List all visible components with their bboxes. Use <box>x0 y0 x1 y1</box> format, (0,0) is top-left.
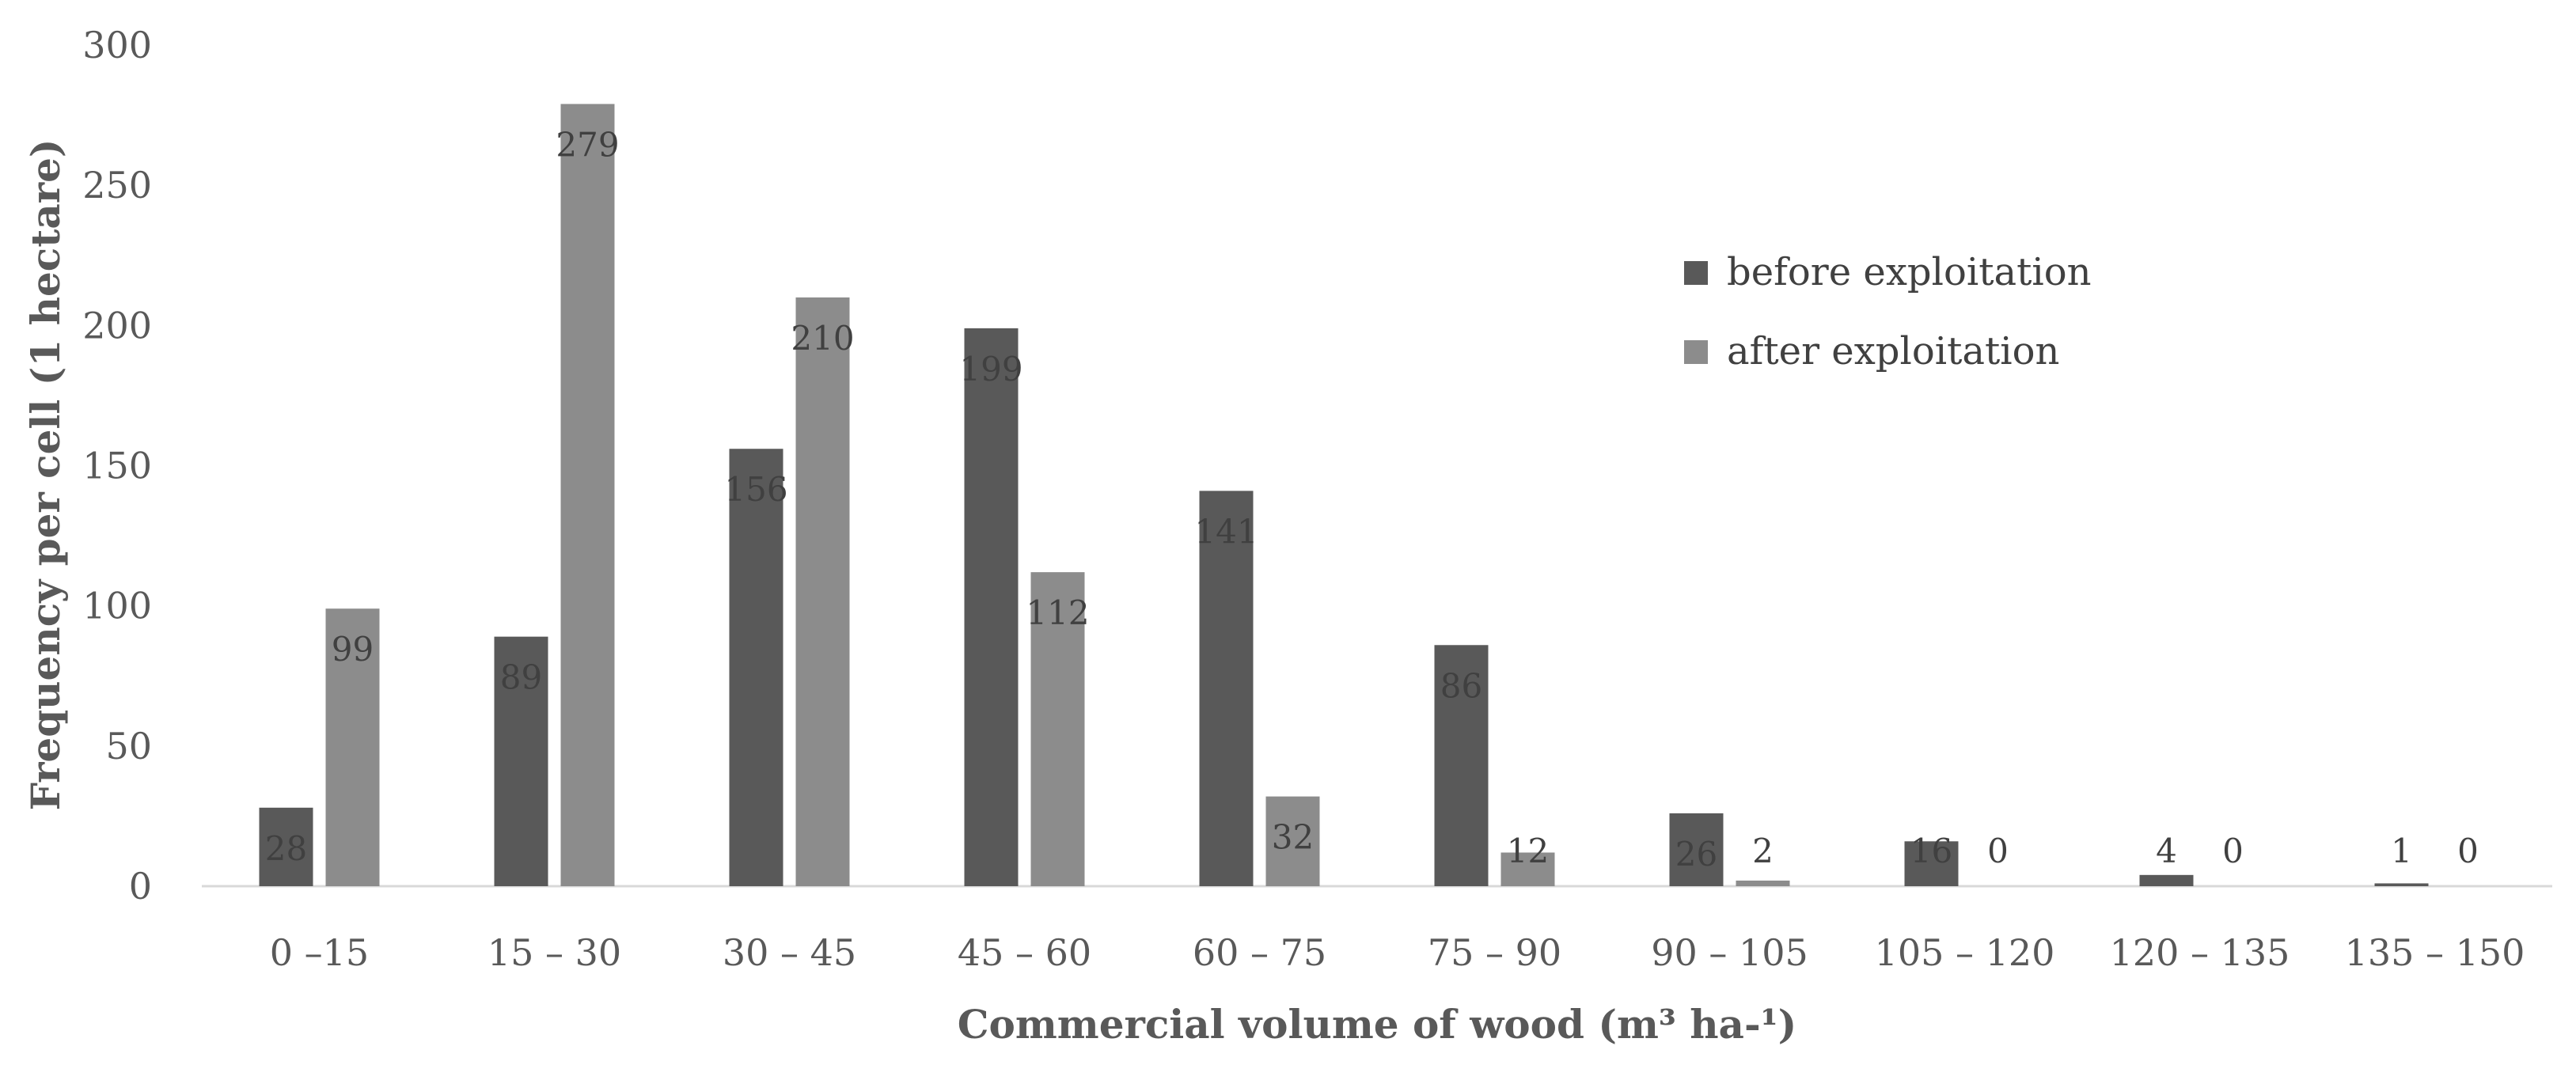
data-label-before-9: 1 <box>2391 832 2412 870</box>
data-label-after-3: 112 <box>1026 593 1089 632</box>
data-labels: 28 99 89 279 156 210 199 112 141 32 86 12 26 2 16 0 4 0 1 0 <box>265 125 2479 873</box>
y-axis-ticks: 0 50 100 150 200 250 300 <box>82 24 152 908</box>
legend-swatch-after-exploitation <box>1684 340 1708 364</box>
x-tick-label: 75 – 90 <box>1428 931 1561 974</box>
data-label-after-8: 0 <box>2222 832 2244 870</box>
data-label-after-5: 12 <box>1507 832 1549 870</box>
y-tick-label: 300 <box>82 24 152 66</box>
x-axis-title: Commercial volume of wood (m³ ha-¹) <box>958 1001 1797 1048</box>
y-tick-label: 150 <box>82 445 152 487</box>
y-tick-label: 250 <box>82 164 152 207</box>
data-label-before-0: 28 <box>265 829 307 868</box>
data-label-after-7: 0 <box>1987 832 2009 870</box>
bar-before-9 <box>2374 883 2429 886</box>
data-label-before-2: 156 <box>724 470 787 509</box>
x-tick-label: 90 – 105 <box>1651 931 1808 974</box>
bar-before-3 <box>964 328 1019 886</box>
data-label-before-7: 16 <box>1910 832 1952 870</box>
data-label-after-2: 210 <box>791 319 854 358</box>
bar-after-3 <box>1030 572 1085 886</box>
bar-before-5 <box>1434 645 1489 886</box>
bars <box>259 104 2429 886</box>
x-tick-label: 105 – 120 <box>1875 931 2055 974</box>
y-tick-label: 0 <box>129 865 152 908</box>
bar-after-1 <box>560 104 615 886</box>
bar-before-1 <box>494 636 548 886</box>
x-axis-category-labels: 0 –15 15 – 30 30 – 45 45 – 60 60 – 75 75 – 90… <box>270 931 2525 974</box>
legend: before exploitation after exploitation <box>1684 250 2092 373</box>
bar-after-5 <box>1500 852 1555 886</box>
bar-after-6 <box>1736 880 1790 886</box>
y-axis-title: Frequency per cell (1 hectare) <box>22 138 69 810</box>
x-tick-label: 0 –15 <box>270 931 369 974</box>
data-label-before-1: 89 <box>500 658 542 697</box>
y-tick-label: 100 <box>82 585 152 627</box>
bar-after-0 <box>325 608 380 886</box>
bar-after-2 <box>795 297 850 886</box>
data-label-before-3: 199 <box>959 350 1022 388</box>
data-label-after-9: 0 <box>2457 832 2479 870</box>
data-label-after-4: 32 <box>1272 818 1314 857</box>
bar-before-8 <box>2139 874 2194 886</box>
data-label-after-1: 279 <box>556 125 619 164</box>
bar-before-7 <box>1904 841 1959 886</box>
bar-before-2 <box>729 449 783 886</box>
x-tick-label: 30 – 45 <box>723 931 856 974</box>
x-tick-label: 60 – 75 <box>1193 931 1326 974</box>
x-tick-label: 135 – 150 <box>2345 931 2525 974</box>
data-label-before-5: 86 <box>1440 666 1482 705</box>
x-tick-label: 120 – 135 <box>2110 931 2290 974</box>
y-tick-label: 200 <box>82 304 152 347</box>
data-label-after-6: 2 <box>1752 832 1774 870</box>
bar-before-4 <box>1199 491 1254 886</box>
bar-before-6 <box>1669 813 1724 886</box>
data-label-before-6: 26 <box>1675 835 1717 874</box>
data-label-after-0: 99 <box>332 630 374 669</box>
bar-after-4 <box>1265 796 1320 886</box>
x-tick-label: 15 – 30 <box>488 931 621 974</box>
legend-swatch-before-exploitation <box>1684 261 1708 285</box>
legend-label-after-exploitation: after exploitation <box>1727 329 2059 373</box>
y-tick-label: 50 <box>105 725 152 767</box>
data-label-before-4: 141 <box>1194 512 1258 551</box>
x-tick-label: 45 – 60 <box>958 931 1091 974</box>
legend-label-before-exploitation: before exploitation <box>1727 250 2092 294</box>
data-label-before-8: 4 <box>2156 832 2177 870</box>
bar-before-0 <box>259 807 313 886</box>
